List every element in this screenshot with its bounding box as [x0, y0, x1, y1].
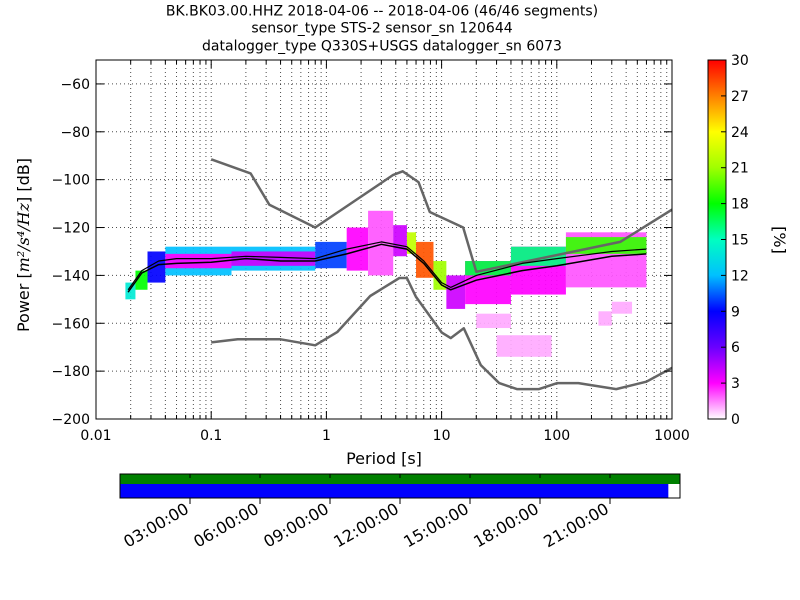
- chart-title-line-1: BK.BK03.00.HHZ 2018-04-06 -- 2018-04-06 …: [166, 4, 598, 20]
- y-axis-label-units: m²/s⁴/Hz: [14, 202, 33, 272]
- timeline-tick-label: 18:00:00: [470, 499, 542, 551]
- timeline-tick-label: 21:00:00: [540, 499, 612, 551]
- chart-title-line-2: sensor_type STS-2 sensor_sn 120644: [251, 21, 512, 37]
- mode-curve-line: [127, 243, 647, 293]
- colorbar-tick-label: 0: [731, 412, 740, 428]
- colorbar-tick-label: 27: [731, 89, 749, 105]
- colorbar-label: [%]: [770, 226, 789, 254]
- heatmap-cell: [598, 311, 612, 326]
- y-tick-label: −160: [52, 316, 90, 332]
- y-tick-label: −120: [52, 221, 90, 237]
- timeline-tick-label: 09:00:00: [260, 499, 332, 551]
- y-axis-label-prefix: Power [: [14, 272, 33, 332]
- x-axis-ticks: 0.01 0.1 1 10 100 1000: [80, 60, 690, 444]
- heatmap-cell: [346, 227, 369, 271]
- y-axis-label-suffix: ] [dB]: [14, 158, 33, 203]
- colorbar-tick-label: 3: [731, 376, 740, 392]
- colorbar-tick-label: 9: [731, 304, 740, 320]
- colorbar-tick-label: 6: [731, 340, 740, 356]
- timeline-coverage-bar: [120, 474, 680, 484]
- colorbar-tick-label: 15: [731, 233, 749, 249]
- heatmap-cell: [406, 232, 417, 254]
- colorbar-tick-label: 30: [731, 53, 749, 69]
- heatmap-cell: [446, 275, 466, 309]
- plot-frame: [95, 59, 673, 420]
- x-tick-label: 1: [322, 428, 331, 444]
- y-axis-ticks: −200 −180 −160 −140 −120 −100 −80 −60: [52, 77, 672, 428]
- y-tick-label: −80: [60, 125, 90, 141]
- x-tick-label: 1000: [654, 428, 690, 444]
- y-tick-label: −200: [52, 412, 90, 428]
- colorbar-tick-label: 18: [731, 197, 749, 213]
- y-tick-label: −180: [52, 364, 90, 380]
- ppsd-curves: [127, 158, 672, 391]
- heatmap-cell: [147, 251, 166, 283]
- timeline-processed-bar: [120, 484, 669, 498]
- noise-model-high-line: [210, 158, 672, 274]
- chart-title: BK.BK03.00.HHZ 2018-04-06 -- 2018-04-06 …: [166, 4, 598, 55]
- timeline-tick-label: 15:00:00: [400, 499, 472, 551]
- colorbar-ticks: 0 3 6 9 12 15 18 21 24 27 30: [721, 53, 749, 428]
- heatmap-cell: [393, 225, 407, 257]
- heatmap-cell: [611, 301, 633, 314]
- timeline-tick-label: 03:00:00: [120, 499, 192, 551]
- chart-title-line-3: datalogger_type Q330S+USGS datalogger_sn…: [202, 39, 562, 55]
- timeline-tick-label: 12:00:00: [330, 499, 402, 551]
- colorbar-tick-label: 21: [731, 161, 749, 177]
- heatmap-cell: [125, 282, 136, 300]
- y-tick-label: −60: [60, 77, 90, 93]
- heatmap-cell: [476, 313, 511, 329]
- y-tick-label: −140: [52, 268, 90, 284]
- y-axis-label: Power [m²/s⁴/Hz] [dB]: [14, 158, 33, 332]
- x-tick-label: 10: [433, 428, 451, 444]
- heatmap-cell: [496, 335, 552, 357]
- x-tick-label: 100: [543, 428, 570, 444]
- heatmap-cell: [433, 261, 447, 290]
- noise-model-low-line: [211, 276, 672, 391]
- colorbar-tick-label: 12: [731, 268, 749, 284]
- heatmap-cell: [231, 251, 316, 266]
- heatmap-cell: [165, 253, 232, 269]
- colorbar-tick-label: 24: [731, 125, 749, 141]
- x-axis-label: Period [s]: [346, 449, 422, 468]
- timeline-tick-label: 06:00:00: [190, 499, 262, 551]
- mean-curve-line: [127, 241, 647, 291]
- ppsd-heatmap: [125, 210, 647, 357]
- x-tick-label: 0.1: [200, 428, 222, 444]
- y-tick-label: −100: [52, 173, 90, 189]
- x-tick-label: 0.01: [80, 428, 111, 444]
